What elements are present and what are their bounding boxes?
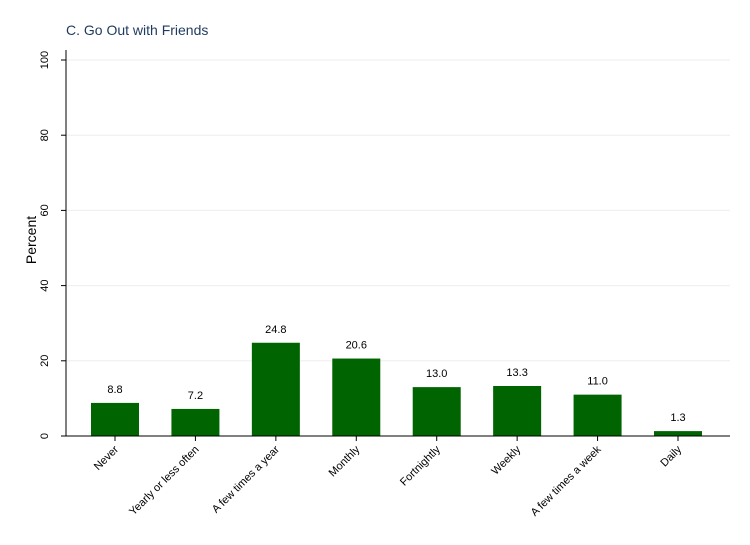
x-tick-label: Monthly	[327, 443, 363, 479]
axes	[61, 50, 730, 441]
chart-title: C. Go Out with Friends	[66, 22, 208, 38]
bar	[91, 402, 139, 436]
x-tick-label: Yearly or less often	[127, 444, 201, 518]
gridlines	[66, 59, 730, 362]
data-label: 11.0	[587, 376, 608, 388]
y-tick-label: 20	[39, 355, 51, 367]
data-label: 13.0	[426, 368, 447, 380]
bar	[251, 342, 300, 436]
y-tick-label: 100	[39, 51, 51, 69]
x-tick-label: Daily	[658, 443, 684, 469]
y-axis-label: Percent	[23, 216, 39, 264]
data-label: 1.3	[670, 412, 685, 424]
x-tick-label: Never	[92, 443, 121, 472]
bars	[91, 342, 702, 436]
y-tick-label: 0	[39, 433, 51, 439]
data-label: 13.3	[506, 367, 527, 379]
bar	[573, 394, 622, 436]
bar	[493, 385, 542, 436]
bar	[654, 431, 702, 436]
x-tick-label: A few times a week	[529, 443, 604, 518]
y-tick-label: 40	[39, 279, 51, 291]
y-tick-label: 80	[39, 129, 51, 141]
data-label: 7.2	[188, 390, 203, 402]
bar	[412, 387, 461, 436]
x-tick-label: A few times a year	[210, 443, 282, 515]
bar	[332, 358, 381, 436]
data-label: 8.8	[107, 384, 122, 396]
data-label: 24.8	[265, 324, 286, 336]
y-tick-label: 60	[39, 204, 51, 216]
data-label: 20.6	[346, 340, 367, 352]
x-tick-label: Fortnightly	[398, 443, 443, 488]
bar	[171, 408, 220, 436]
x-tick-label: Weekly	[489, 443, 523, 477]
labels: 0 20 40 60 80 100 8.8 Never 7.2 Yearly or less of…	[39, 51, 686, 519]
